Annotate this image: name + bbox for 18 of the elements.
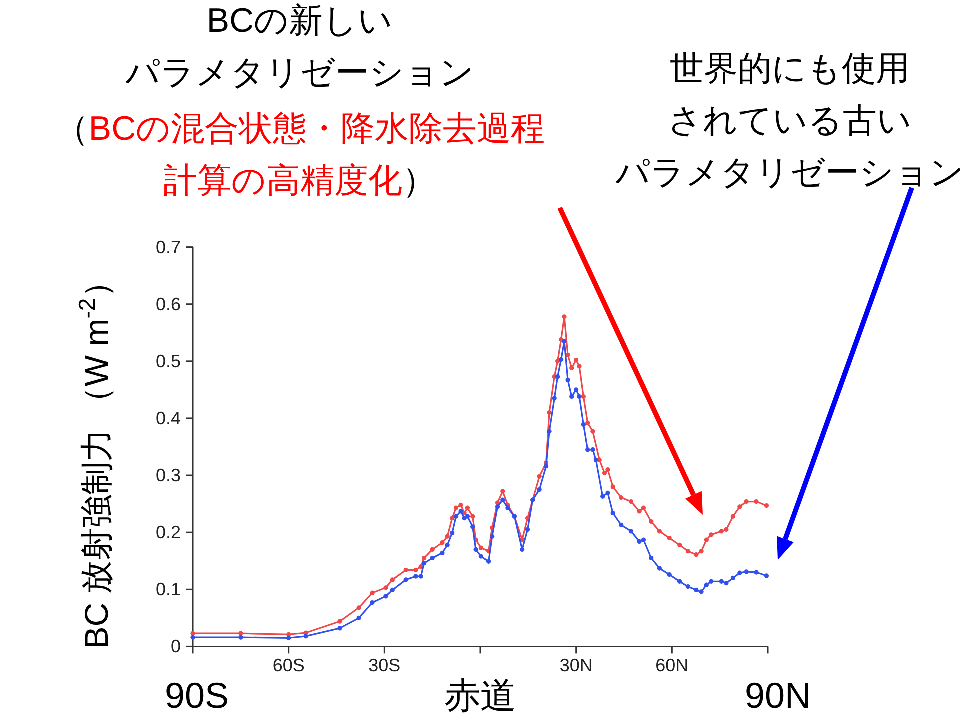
y-tick-label: 0.6 [156, 294, 181, 314]
y-tick-label: 0.2 [156, 522, 181, 543]
annotation: 90S [164, 675, 230, 716]
x-tick-label: 60S [272, 656, 305, 676]
y-tick-label: 0.7 [156, 237, 181, 258]
x-tick-label: 30N [560, 656, 593, 676]
x-axis-title: 赤道 [444, 675, 516, 716]
y-tick-label: 0.5 [156, 351, 181, 372]
annotation: （BCの混合状態・降水除去過程計算の高精度化） [54, 110, 546, 200]
y-tick-label: 0 [170, 636, 181, 657]
x-tick-label: 30S [368, 656, 401, 676]
y-tick-label: 0.3 [156, 466, 181, 486]
y-tick-label: 0.4 [156, 408, 181, 428]
annotation: 世界的にも使用されている古いパラメタリゼーション [616, 50, 964, 192]
y-tick-label: 0.1 [156, 580, 181, 600]
annotation: BCの新しいパラメタリゼーション [126, 2, 474, 92]
annotation: 90N [744, 675, 812, 716]
x-tick-label: 60N [656, 656, 689, 676]
